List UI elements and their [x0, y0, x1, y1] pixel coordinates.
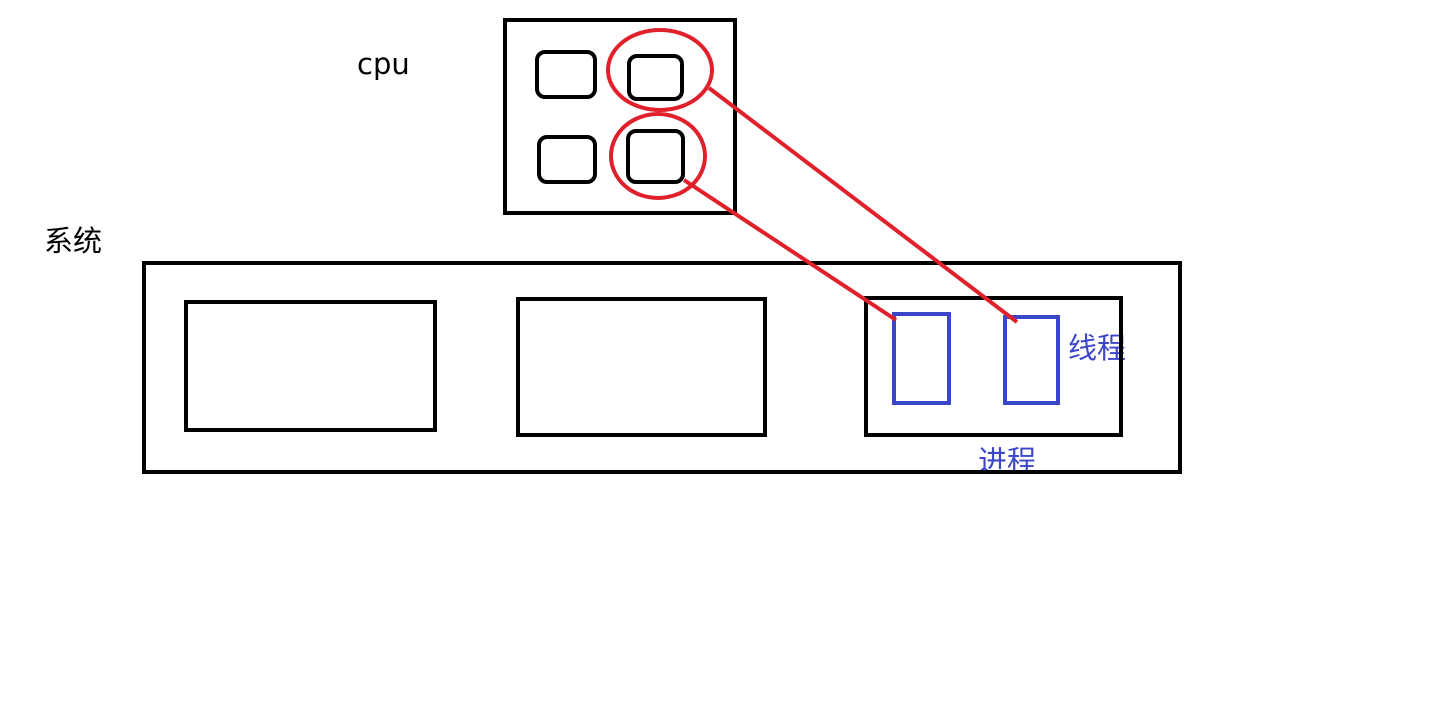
- core-to-thread-line: [707, 86, 1019, 324]
- core-highlight-circle: [609, 112, 707, 200]
- thread-box: [892, 312, 951, 405]
- core-to-thread-line: [682, 178, 898, 322]
- cpu-core: [626, 129, 685, 184]
- core-highlight-circle: [606, 28, 714, 112]
- cpu-core: [537, 135, 597, 184]
- thread-box: [1003, 315, 1060, 405]
- process-box-with-threads: [864, 296, 1123, 437]
- cpu-core: [535, 50, 597, 99]
- cpu-core: [627, 54, 684, 101]
- system-label: 系统: [44, 224, 102, 258]
- process-box: [516, 297, 767, 437]
- process-box: [184, 300, 437, 432]
- thread-label: 线程: [1068, 331, 1126, 365]
- cpu-label: cpu: [357, 47, 410, 81]
- system-box: [142, 261, 1182, 474]
- cpu-box: [503, 18, 737, 215]
